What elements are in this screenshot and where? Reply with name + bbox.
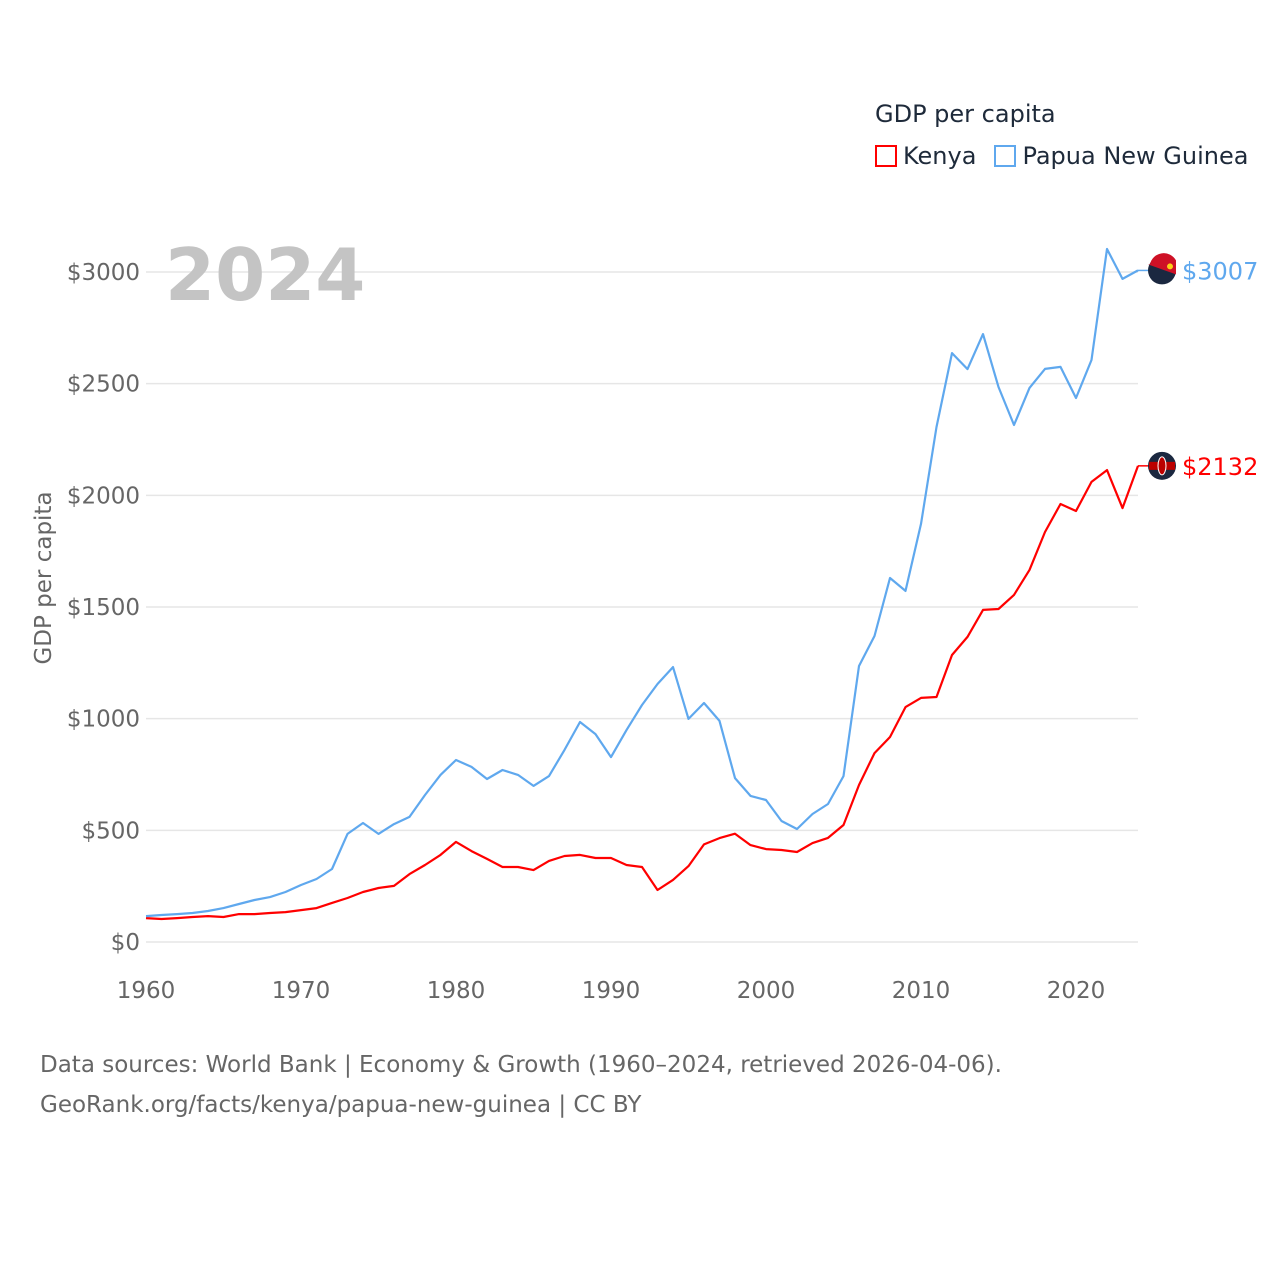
end-value-label: $2132: [1182, 453, 1258, 481]
y-tick-label: $3000: [67, 260, 140, 286]
legend-swatch: [875, 145, 897, 167]
source-line: Data sources: World Bank | Economy & Gro…: [40, 1052, 1002, 1078]
year-label: 2024: [165, 233, 365, 317]
x-tick-label: 1980: [427, 978, 486, 1004]
x-tick-label: 1970: [272, 978, 331, 1004]
legend: Kenya Papua New Guinea: [875, 142, 1248, 170]
legend-title: GDP per capita: [875, 100, 1056, 128]
y-tick-label: $2500: [67, 372, 140, 398]
legend-item-papua-new-guinea[interactable]: Papua New Guinea: [994, 142, 1248, 170]
y-tick-label: $500: [81, 818, 140, 844]
source-link[interactable]: GeoRank.org/facts/kenya/papua-new-guinea…: [40, 1092, 642, 1118]
source-note: Data sources: World Bank | Economy & Gro…: [40, 1045, 1002, 1125]
series-line-papua-new-guinea: [145, 247, 1139, 918]
x-tick-label: 2010: [892, 978, 951, 1004]
series-line-kenya: [145, 465, 1140, 921]
legend-label: Papua New Guinea: [1022, 142, 1249, 170]
x-tick-label: 2000: [737, 978, 796, 1004]
x-tick-label: 1960: [117, 978, 176, 1004]
flag-shield: [1157, 456, 1167, 476]
legend-label: Kenya: [903, 142, 977, 170]
flag-bird: [1167, 263, 1173, 270]
end-value-label: $3007: [1182, 257, 1258, 285]
y-tick-label: $1500: [67, 595, 140, 621]
x-tick-label: 1990: [582, 978, 641, 1004]
x-tick-label: 2020: [1047, 978, 1106, 1004]
y-tick-label: $2000: [67, 483, 140, 509]
y-tick-label: $0: [111, 930, 140, 956]
legend-item-kenya[interactable]: Kenya: [875, 142, 976, 170]
y-axis-label: GDP per capita: [31, 491, 57, 664]
legend-swatch: [994, 145, 1017, 167]
y-tick-label: $1000: [67, 707, 140, 733]
